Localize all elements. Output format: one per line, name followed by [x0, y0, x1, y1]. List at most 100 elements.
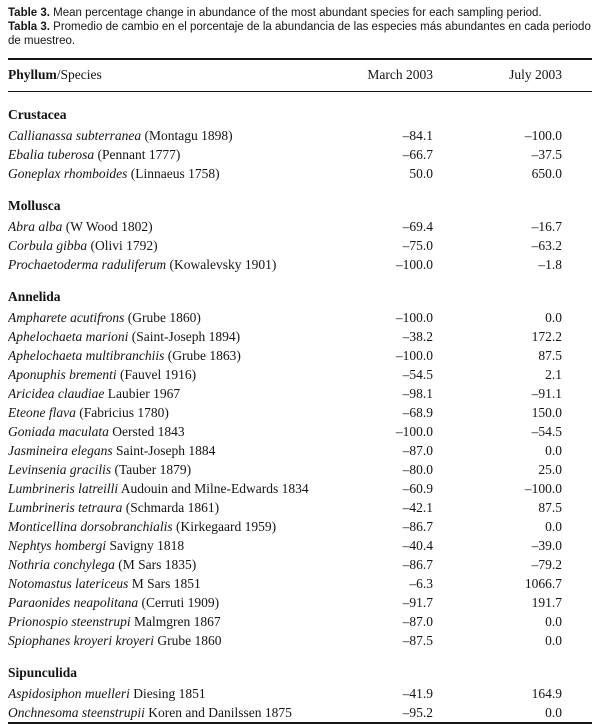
caption-es: Tabla 3. Promedio de cambio en el porcen…: [8, 20, 592, 48]
march-value: –86.7: [402, 557, 433, 572]
march-value: –69.4: [402, 219, 433, 234]
species-row: Lumbrineris tetraura (Schmarda 1861) –42.…: [8, 498, 592, 517]
species-authority: (Grube 1863): [164, 348, 241, 363]
species-cell: Prionospio steenstrupi Malmgren 1867: [8, 612, 325, 631]
species-row: Goneplax rhomboides (Linnaeus 1758) 50.0 6…: [8, 164, 592, 183]
species-row: Ampharete acutifrons (Grube 1860) –100.0 0…: [8, 308, 592, 327]
species-authority: Saint-Joseph 1884: [112, 443, 216, 458]
section-heading-row: Annelida: [8, 274, 592, 308]
species-cell: Nephtys hombergi Savigny 1818: [8, 536, 325, 555]
march-value: –80.0: [402, 462, 433, 477]
species-cell: Eteone flava (Fabricius 1780): [8, 403, 325, 422]
caption-en: Table 3. Mean percentage change in abund…: [8, 6, 592, 20]
species-authority: (Schmarda 1861): [122, 500, 220, 515]
section-name: Sipunculida: [8, 665, 78, 680]
species-name: Jasmineira elegans: [8, 443, 113, 458]
species-cell: Aponuphis brementi (Fauvel 1916): [8, 365, 325, 384]
species-name: Levinsenia gracilis: [8, 462, 112, 477]
march-value: –100.0: [395, 348, 433, 363]
july-value: 87.5: [538, 348, 562, 363]
column-header-species-suffix: /Species: [56, 67, 102, 82]
species-authority: Koren and Danilssen 1875: [144, 705, 292, 720]
species-name: Nephtys hombergi: [8, 538, 107, 553]
july-value: 191.7: [531, 595, 562, 610]
species-name: Aricidea claudiae: [8, 386, 105, 401]
july-value: 0.0: [545, 633, 562, 648]
species-cell: Onchnesoma steenstrupii Koren and Danils…: [8, 703, 325, 723]
species-name: Prionospio steenstrupi: [8, 614, 131, 629]
july-value: –100.0: [524, 481, 562, 496]
species-row: Corbula gibba (Olivi 1792) –75.0 –63.2: [8, 236, 592, 255]
section-heading-row: Crustacea: [8, 92, 592, 127]
species-row: Goniada maculata Oersted 1843 –100.0 –54.5: [8, 422, 592, 441]
species-name: Onchnesoma steenstrupii: [8, 705, 145, 720]
species-authority: (Linnaeus 1758): [127, 166, 220, 181]
species-row: Aphelochaeta marioni (Saint-Joseph 1894)…: [8, 327, 592, 346]
july-value: –39.0: [531, 538, 562, 553]
july-value: 1066.7: [524, 576, 562, 591]
header-row: Phyllum/Species March 2003 July 2003: [8, 59, 592, 92]
species-row: Jasmineira elegans Saint-Joseph 1884 –87.…: [8, 441, 592, 460]
table-body: Crustacea Callianassa subterranea (Montag…: [8, 92, 592, 724]
march-value: –54.5: [402, 367, 433, 382]
species-authority: (Kowalevsky 1901): [166, 257, 277, 272]
section-name: Mollusca: [8, 198, 61, 213]
march-value: –100.0: [395, 310, 433, 325]
species-authority: (Fauvel 1916): [116, 367, 197, 382]
july-value: 0.0: [545, 310, 562, 325]
july-value: –1.8: [538, 257, 562, 272]
species-name: Paraonides neapolitana: [8, 595, 139, 610]
species-row: Nephtys hombergi Savigny 1818 –40.4 –39.0: [8, 536, 592, 555]
species-row: Eteone flava (Fabricius 1780) –68.9 150.0: [8, 403, 592, 422]
species-authority: (Tauber 1879): [111, 462, 192, 477]
species-name: Prochaetoderma raduliferum: [8, 257, 167, 272]
section-name: Annelida: [8, 289, 61, 304]
species-cell: Abra alba (W Wood 1802): [8, 217, 325, 236]
species-cell: Jasmineira elegans Saint-Joseph 1884: [8, 441, 325, 460]
july-value: –54.5: [531, 424, 562, 439]
species-authority: (W Wood 1802): [62, 219, 153, 234]
march-value: –98.1: [402, 386, 433, 401]
species-cell: Aricidea claudiae Laubier 1967: [8, 384, 325, 403]
species-authority: Oersted 1843: [108, 424, 185, 439]
species-name: Aspidosiphon muelleri: [8, 686, 130, 701]
march-value: –91.7: [402, 595, 433, 610]
species-row: Levinsenia gracilis (Tauber 1879) –80.0 25…: [8, 460, 592, 479]
species-name: Eteone flava: [8, 405, 76, 420]
july-value: –100.0: [524, 128, 562, 143]
july-value: 0.0: [545, 443, 562, 458]
species-cell: Notomastus latericeus M Sars 1851: [8, 574, 325, 593]
species-name: Lumbrineris latreilli: [8, 481, 119, 496]
species-cell: Aphelochaeta marioni (Saint-Joseph 1894): [8, 327, 325, 346]
march-value: –87.0: [402, 614, 433, 629]
species-row: Aphelochaeta multibranchiis (Grube 1863)…: [8, 346, 592, 365]
species-cell: Corbula gibba (Olivi 1792): [8, 236, 325, 255]
species-authority: Diesing 1851: [129, 686, 206, 701]
july-value: 650.0: [531, 166, 562, 181]
column-header-july-2003: July 2003: [509, 67, 562, 82]
species-name: Spiophanes kroyeri kroyeri: [8, 633, 154, 648]
species-row: Notomastus latericeus M Sars 1851 –6.3 106…: [8, 574, 592, 593]
march-value: 50.0: [409, 166, 433, 181]
species-authority: (Cerruti 1909): [138, 595, 220, 610]
species-cell: Nothria conchylega (M Sars 1835): [8, 555, 325, 574]
species-authority: (Montagu 1898): [141, 128, 233, 143]
species-authority: (Olivi 1792): [87, 238, 158, 253]
july-value: 0.0: [545, 614, 562, 629]
caption-en-text: Mean percentage change in abundance of t…: [49, 7, 542, 19]
july-value: 25.0: [538, 462, 562, 477]
species-cell: Monticellina dorsobranchialis (Kirkegaar…: [8, 517, 325, 536]
species-name: Aponuphis brementi: [8, 367, 117, 382]
species-row: Aricidea claudiae Laubier 1967 –98.1 –91.1: [8, 384, 592, 403]
species-row: Nothria conchylega (M Sars 1835) –86.7 –79…: [8, 555, 592, 574]
species-cell: Prochaetoderma raduliferum (Kowalevsky 1…: [8, 255, 325, 274]
species-row: Ebalia tuberosa (Pennant 1777) –66.7 –37.5: [8, 145, 592, 164]
species-authority: (Fabricius 1780): [75, 405, 169, 420]
species-authority: (M Sars 1835): [114, 557, 197, 572]
july-value: 164.9: [531, 686, 562, 701]
july-value: 2.1: [545, 367, 562, 382]
march-value: –86.7: [402, 519, 433, 534]
july-value: 0.0: [545, 519, 562, 534]
species-cell: Callianassa subterranea (Montagu 1898): [8, 126, 325, 145]
species-row: Spiophanes kroyeri kroyeri Grube 1860 –87…: [8, 631, 592, 650]
